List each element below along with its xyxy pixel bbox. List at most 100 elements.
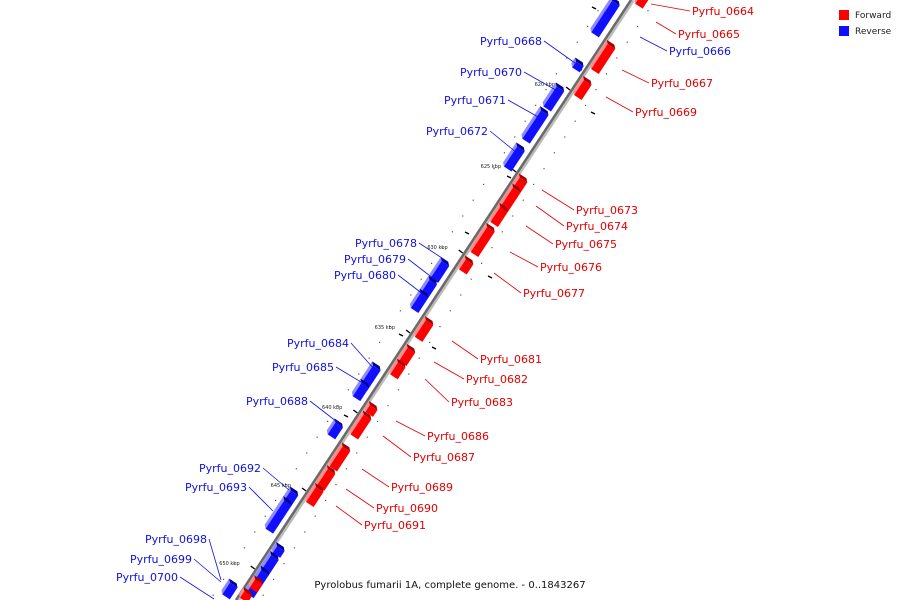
- gene-top-face: [349, 410, 364, 435]
- gene-Pyrfu_0682[interactable]: [396, 343, 416, 367]
- axis-dot: [316, 436, 318, 438]
- gene-label[interactable]: Pyrfu_0668: [480, 35, 542, 48]
- gene-Pyrfu_0685[interactable]: [350, 378, 370, 402]
- axis-dot: [326, 420, 329, 422]
- gene-label[interactable]: Pyrfu_0692: [199, 462, 261, 475]
- gene-front-face: [350, 414, 372, 440]
- gene-top-face: [364, 401, 370, 412]
- gene-label[interactable]: Pyrfu_0698: [145, 533, 207, 546]
- gene-label[interactable]: Pyrfu_0669: [635, 106, 697, 119]
- gene-Pyrfu_0678[interactable]: [428, 257, 451, 283]
- gene-label[interactable]: Pyrfu_0681: [480, 353, 542, 366]
- gene-top-face: [409, 288, 421, 309]
- gene-Pyrfu_0693[interactable]: [263, 496, 293, 534]
- gene-Pyrfu_0672[interactable]: [501, 142, 526, 172]
- gene-label[interactable]: Pyrfu_0682: [466, 373, 528, 386]
- gene-label[interactable]: Pyrfu_0699: [130, 553, 192, 566]
- gene-label[interactable]: Pyrfu_0691: [364, 519, 426, 532]
- axis-dot: [222, 578, 225, 580]
- gene-Pyrfu_0669[interactable]: [572, 75, 594, 100]
- gene-side-face: [397, 358, 406, 368]
- gene-side-face: [254, 575, 263, 585]
- gene-side-face: [575, 57, 584, 67]
- gene-label[interactable]: Pyrfu_0686: [427, 430, 489, 443]
- axis-dot: [283, 563, 285, 565]
- gene-extra-0[interactable]: [220, 578, 239, 600]
- gene-label[interactable]: Pyrfu_0679: [344, 253, 406, 266]
- legend: Forward Reverse: [839, 10, 892, 37]
- tick-label: 640 kbp: [322, 405, 342, 411]
- gene-label[interactable]: Pyrfu_0688: [246, 395, 308, 408]
- gene-Pyrfu_0676[interactable]: [468, 222, 496, 258]
- gene-Pyrfu_0681[interactable]: [412, 316, 435, 342]
- gene-label[interactable]: Pyrfu_0677: [523, 287, 585, 300]
- gene-Pyrfu_0690[interactable]: [314, 465, 337, 491]
- axis-dot: [587, 25, 589, 27]
- gene-Pyrfu_0686[interactable]: [363, 401, 379, 417]
- gene-leader-line: [418, 242, 449, 263]
- axis-dot: [324, 499, 327, 501]
- gene-label[interactable]: Pyrfu_0678: [355, 237, 417, 250]
- gene-leader-line: [248, 486, 274, 512]
- gene-Pyrfu_0664[interactable]: [633, 0, 650, 9]
- gene-top-face: [503, 142, 518, 167]
- gene-Pyrfu_0680[interactable]: [408, 288, 430, 313]
- gene-label[interactable]: Pyrfu_0667: [651, 77, 713, 90]
- gene-side-face: [419, 288, 429, 298]
- gene-label[interactable]: Pyrfu_0676: [540, 261, 602, 274]
- axis-dot: [430, 262, 433, 264]
- gene-top-face: [458, 255, 466, 270]
- gene-side-face: [243, 587, 252, 597]
- gene-label[interactable]: Pyrfu_0680: [334, 269, 396, 282]
- gene-extra-1[interactable]: [247, 575, 264, 593]
- gene-label[interactable]: Pyrfu_0675: [555, 238, 617, 251]
- gene-labels: Pyrfu_0664 Pyrfu_0665 Pyrfu_0666 Pyrfu_0667…: [116, 3, 754, 600]
- genome-caption: Pyrolobus fumarii 1A, complete genome. -…: [314, 580, 585, 591]
- gene-label[interactable]: Pyrfu_0689: [391, 481, 453, 494]
- gene-label[interactable]: Pyrfu_0685: [272, 361, 334, 374]
- gene-label[interactable]: Pyrfu_0684: [287, 337, 349, 350]
- gene-Pyrfu_0677[interactable]: [457, 255, 475, 275]
- axis-dot: [306, 452, 308, 454]
- tick-mark: [590, 111, 596, 115]
- gene-label[interactable]: Pyrfu_0700: [116, 571, 178, 584]
- gene-Pyrfu_0683[interactable]: [388, 358, 407, 380]
- gene-label[interactable]: Pyrfu_0683: [451, 396, 513, 409]
- gene-top-face: [590, 39, 608, 70]
- gene-Pyrfu_0674[interactable]: [497, 183, 522, 213]
- gene-label[interactable]: Pyrfu_0671: [444, 94, 506, 107]
- gene-track: [220, 0, 650, 600]
- gene-label[interactable]: Pyrfu_0672: [426, 125, 488, 138]
- axis-dot: [626, 41, 628, 43]
- gene-label[interactable]: Pyrfu_0693: [185, 481, 247, 494]
- gene-front-face: [410, 293, 429, 313]
- gene-label[interactable]: Pyrfu_0670: [460, 66, 522, 79]
- gene-Pyrfu_0687[interactable]: [348, 410, 373, 440]
- axis-dot: [233, 563, 235, 565]
- gene-label[interactable]: Pyrfu_0690: [376, 502, 438, 515]
- gene-Pyrfu_0667[interactable]: [589, 39, 617, 75]
- gene-Pyrfu_0668[interactable]: [570, 57, 586, 73]
- gene-top-face: [590, 0, 613, 33]
- gene-Pyrfu_0671[interactable]: [520, 106, 550, 144]
- gene-Pyrfu_0675[interactable]: [488, 202, 510, 227]
- gene-label[interactable]: Pyrfu_0674: [566, 220, 628, 233]
- gene-Pyrfu_0698[interactable]: [270, 542, 286, 558]
- tick-mark: [405, 329, 411, 334]
- tick-mark: [458, 249, 464, 254]
- gene-front-face: [365, 405, 378, 417]
- tick-mark: [487, 275, 493, 279]
- gene-label[interactable]: Pyrfu_0673: [576, 204, 638, 217]
- gene-front-face: [222, 582, 238, 600]
- gene-label[interactable]: Pyrfu_0665: [678, 28, 740, 41]
- tick-label: 635 kbp: [375, 325, 395, 331]
- gene-label[interactable]: Pyrfu_0664: [692, 5, 754, 18]
- gene-leader-line: [361, 468, 390, 488]
- gene-label[interactable]: Pyrfu_0687: [413, 451, 475, 464]
- gene-Pyrfu_0666[interactable]: [589, 0, 622, 38]
- axis-dot: [345, 468, 347, 470]
- axis-dot: [410, 294, 412, 296]
- gene-Pyrfu_0689[interactable]: [327, 442, 352, 472]
- gene-Pyrfu_0691[interactable]: [304, 482, 326, 507]
- gene-label[interactable]: Pyrfu_0666: [669, 45, 731, 58]
